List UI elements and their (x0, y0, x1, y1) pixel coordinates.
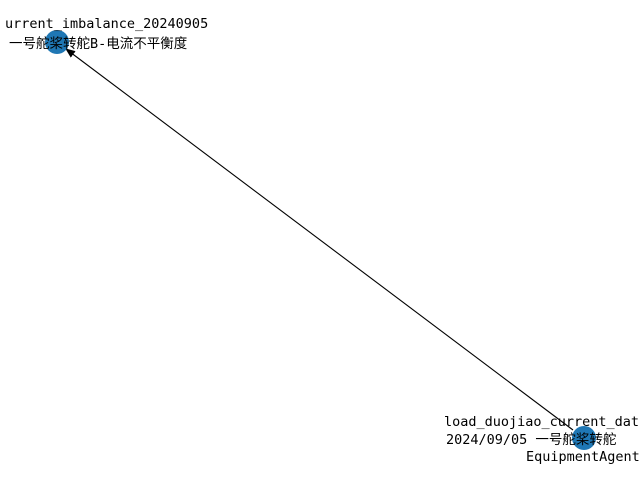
node-label-line: 2024/09/05 一号舵桨转舵 (446, 431, 617, 448)
edge-arrow (65, 48, 574, 431)
graph-node-source (572, 426, 596, 450)
node-label-line: 一号舵桨转舵B-电流不平衡度 (9, 35, 187, 52)
node-label-line: urrent_imbalance_20240905 (5, 16, 208, 32)
graph-node-target (45, 30, 69, 54)
node-label-line: load_duojiao_current_dat (444, 414, 639, 430)
node-label-line: EquipmentAgent (526, 449, 640, 465)
node-label-source: load_duojiao_current_dat 2024/09/05 一号舵桨… (444, 414, 640, 465)
node-label-target: urrent_imbalance_20240905 一号舵桨转舵B-电流不平衡度 (5, 16, 216, 52)
